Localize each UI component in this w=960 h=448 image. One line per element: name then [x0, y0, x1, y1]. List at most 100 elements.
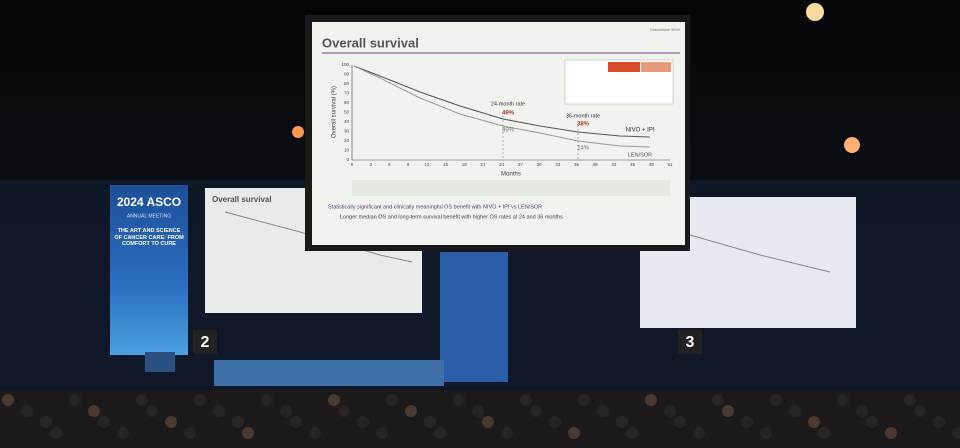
head — [520, 394, 532, 406]
stats-header — [641, 62, 671, 72]
panel-table — [214, 360, 444, 386]
head — [530, 405, 542, 417]
head — [338, 405, 350, 417]
arm-label: NIVO + IPI — [626, 128, 655, 134]
nivo-curve — [353, 65, 651, 138]
x-tick-label: 45 — [630, 162, 636, 167]
slide-title: Overall survival — [322, 35, 419, 50]
banner-brand: 2024 ASCO — [117, 195, 181, 209]
y-tick-label: 0 — [346, 157, 349, 162]
risk-table — [352, 180, 670, 196]
head — [40, 416, 52, 428]
head — [616, 416, 628, 428]
head — [626, 427, 638, 439]
head — [232, 416, 244, 428]
head — [674, 416, 686, 428]
y-tick-label: 10 — [344, 148, 350, 153]
rate-value: 39% — [502, 128, 515, 134]
x-tick-label: 6 — [388, 162, 391, 167]
head — [376, 427, 388, 439]
x-tick-label: 51 — [667, 162, 673, 167]
y-tick-label: 30 — [344, 129, 350, 134]
head — [2, 394, 14, 406]
head — [808, 416, 820, 428]
head — [472, 405, 484, 417]
head — [280, 405, 292, 417]
head — [712, 394, 724, 406]
head — [837, 394, 849, 406]
center-backdrop — [440, 252, 508, 382]
head — [952, 427, 960, 439]
x-tick-label: 33 — [555, 162, 561, 167]
screen-number-box — [193, 330, 217, 354]
head — [194, 394, 206, 406]
head — [184, 427, 196, 439]
stage-light — [806, 3, 824, 21]
head — [885, 427, 897, 439]
head — [741, 416, 753, 428]
x-tick-label: 39 — [593, 162, 599, 167]
x-tick-label: 18 — [462, 162, 468, 167]
x-tick-label: 30 — [537, 162, 543, 167]
banner-theme: THE ART AND SCIENCE OF CANCER CARE: FROM… — [114, 228, 184, 248]
head — [549, 416, 561, 428]
y-tick-label: 100 — [341, 62, 349, 67]
x-tick-label: 9 — [407, 162, 410, 167]
rate-label: 24-month rate — [491, 101, 525, 107]
head — [242, 427, 254, 439]
head — [50, 427, 62, 439]
stage-light — [292, 126, 304, 138]
right-curve — [689, 234, 831, 273]
left-slide-title: Overall survival — [212, 195, 272, 204]
head — [501, 427, 513, 439]
head — [482, 416, 494, 428]
head — [424, 416, 436, 428]
head — [453, 394, 465, 406]
y-tick-label: 80 — [344, 81, 350, 86]
screen-number: 2 — [201, 334, 210, 351]
study-name: CheckMate 9DW — [650, 27, 680, 32]
x-tick-label: 0 — [351, 162, 354, 167]
x-tick-label: 3 — [369, 162, 372, 167]
x-axis-label: Months — [501, 172, 521, 178]
rate-label: 36-month rate — [566, 113, 600, 119]
head — [597, 405, 609, 417]
asco-banner — [110, 185, 188, 355]
head — [866, 416, 878, 428]
head — [933, 416, 945, 428]
y-tick-label: 90 — [344, 72, 350, 77]
y-tick-label: 20 — [344, 138, 350, 143]
head — [693, 427, 705, 439]
head — [434, 427, 446, 439]
banner-meeting: ANNUAL MEETING — [127, 213, 171, 219]
head — [664, 405, 676, 417]
y-tick-label: 70 — [344, 91, 350, 96]
head — [88, 405, 100, 417]
head — [770, 394, 782, 406]
x-tick-label: 42 — [611, 162, 617, 167]
head — [136, 394, 148, 406]
head — [856, 405, 868, 417]
head — [146, 405, 158, 417]
head — [69, 394, 81, 406]
x-tick-label: 21 — [480, 162, 486, 167]
head — [578, 394, 590, 406]
audience — [0, 390, 960, 448]
screen-number-box — [678, 330, 702, 354]
y-axis-label: Overall survival (%) — [332, 86, 338, 138]
slide-bullet: Statistically significant and clinically… — [328, 204, 542, 210]
head — [290, 416, 302, 428]
head — [165, 416, 177, 428]
rate-value: 38% — [577, 122, 590, 128]
head — [261, 394, 273, 406]
head — [760, 427, 772, 439]
podium — [145, 352, 175, 372]
x-tick-label: 48 — [649, 162, 655, 167]
head — [309, 427, 321, 439]
head — [914, 405, 926, 417]
y-tick-label: 60 — [344, 100, 350, 105]
arm-label: LEN/SOR — [628, 152, 652, 158]
